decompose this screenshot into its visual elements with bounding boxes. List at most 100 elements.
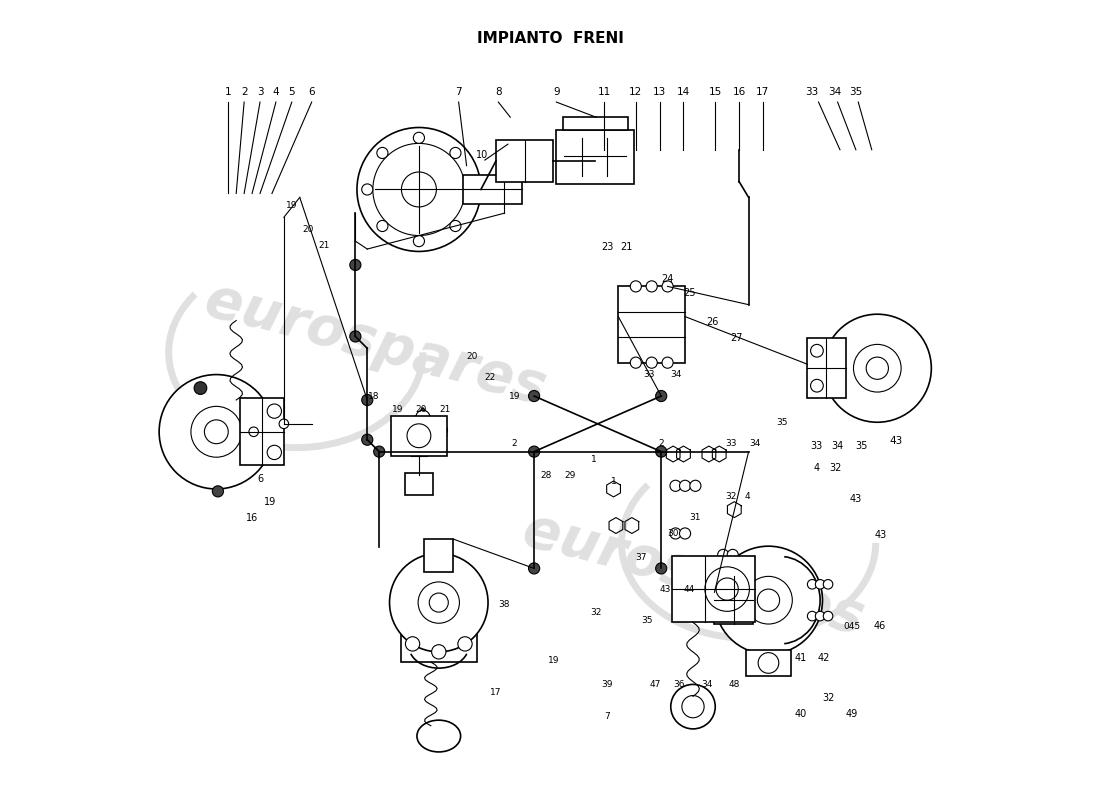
Text: 47: 47 — [649, 680, 661, 689]
Text: 4: 4 — [273, 86, 279, 97]
Circle shape — [406, 637, 420, 651]
Text: 35: 35 — [855, 441, 868, 451]
Text: 34: 34 — [832, 441, 844, 451]
Circle shape — [374, 446, 385, 457]
Text: 25: 25 — [683, 288, 695, 298]
Text: 19: 19 — [286, 201, 298, 210]
Circle shape — [671, 685, 715, 729]
Text: eurospares: eurospares — [517, 503, 869, 646]
Text: 19: 19 — [264, 497, 276, 506]
Text: 23: 23 — [601, 242, 614, 253]
Text: 33: 33 — [644, 370, 656, 379]
Circle shape — [670, 528, 681, 539]
Circle shape — [656, 390, 667, 402]
Text: 19: 19 — [392, 405, 404, 414]
Text: 26: 26 — [706, 317, 719, 327]
Text: 31: 31 — [689, 513, 701, 522]
Text: 43: 43 — [849, 494, 862, 504]
Circle shape — [528, 563, 540, 574]
Circle shape — [815, 579, 825, 589]
Circle shape — [402, 172, 437, 207]
Text: 34: 34 — [828, 86, 842, 97]
Text: 20: 20 — [416, 405, 427, 414]
Circle shape — [450, 147, 461, 158]
Circle shape — [758, 653, 779, 674]
Text: IMPIANTO  FRENI: IMPIANTO FRENI — [476, 31, 624, 46]
Text: 41: 41 — [794, 653, 806, 663]
Circle shape — [807, 579, 817, 589]
Circle shape — [646, 357, 658, 368]
Text: 49: 49 — [846, 709, 858, 719]
Circle shape — [656, 563, 667, 574]
Text: 44: 44 — [683, 585, 695, 594]
Circle shape — [717, 550, 729, 561]
Text: 10: 10 — [476, 150, 488, 160]
Text: 27: 27 — [730, 333, 743, 343]
Text: 4: 4 — [813, 462, 820, 473]
Circle shape — [662, 357, 673, 368]
Text: 17: 17 — [757, 86, 770, 97]
Text: 2: 2 — [241, 86, 248, 97]
Text: 19: 19 — [508, 391, 520, 401]
Text: eurospares: eurospares — [199, 273, 552, 416]
Circle shape — [646, 281, 658, 292]
Circle shape — [160, 374, 274, 489]
Circle shape — [528, 390, 540, 402]
Text: 33: 33 — [810, 441, 823, 451]
Circle shape — [205, 420, 229, 444]
Circle shape — [362, 394, 373, 406]
Text: 11: 11 — [597, 86, 611, 97]
Text: 35: 35 — [641, 616, 652, 626]
Bar — [405, 473, 433, 495]
Circle shape — [823, 579, 833, 589]
Text: 28: 28 — [540, 471, 552, 480]
Text: 42: 42 — [818, 653, 830, 663]
Circle shape — [362, 434, 373, 446]
Circle shape — [212, 486, 223, 497]
Text: 40: 40 — [794, 709, 806, 719]
Text: 8: 8 — [495, 86, 502, 97]
Bar — [671, 556, 755, 622]
Circle shape — [528, 446, 540, 457]
Text: 1: 1 — [224, 86, 232, 97]
Circle shape — [715, 546, 823, 654]
Circle shape — [866, 357, 889, 379]
Text: 32: 32 — [822, 693, 834, 703]
Circle shape — [414, 132, 425, 143]
Circle shape — [705, 567, 749, 611]
Text: 9: 9 — [553, 86, 560, 97]
Bar — [807, 338, 846, 398]
Text: 20: 20 — [302, 225, 313, 234]
Circle shape — [362, 184, 373, 195]
Text: 32: 32 — [829, 462, 843, 473]
Text: 34: 34 — [702, 680, 713, 689]
Text: 045: 045 — [844, 622, 860, 631]
Text: 1: 1 — [610, 477, 616, 486]
Text: 32: 32 — [591, 609, 602, 618]
Circle shape — [407, 424, 431, 448]
Circle shape — [358, 127, 481, 251]
Circle shape — [267, 446, 282, 459]
Text: 14: 14 — [676, 86, 690, 97]
Circle shape — [191, 406, 242, 457]
Text: 20: 20 — [466, 352, 477, 361]
Text: 7: 7 — [604, 712, 611, 721]
Circle shape — [373, 143, 465, 235]
Text: 4: 4 — [745, 493, 750, 502]
Text: 34: 34 — [749, 439, 761, 448]
Text: 34: 34 — [670, 370, 681, 379]
Bar — [496, 140, 553, 182]
Bar — [563, 117, 628, 130]
Circle shape — [807, 611, 817, 621]
Circle shape — [458, 637, 472, 651]
Text: 19: 19 — [548, 656, 560, 665]
Text: 17: 17 — [491, 688, 502, 697]
Bar — [425, 539, 453, 572]
Circle shape — [670, 480, 681, 491]
Text: 33: 33 — [805, 86, 818, 97]
Circle shape — [716, 578, 738, 600]
Text: 39: 39 — [602, 680, 613, 689]
Bar — [240, 398, 284, 465]
Text: 21: 21 — [439, 405, 451, 414]
Circle shape — [267, 404, 282, 418]
